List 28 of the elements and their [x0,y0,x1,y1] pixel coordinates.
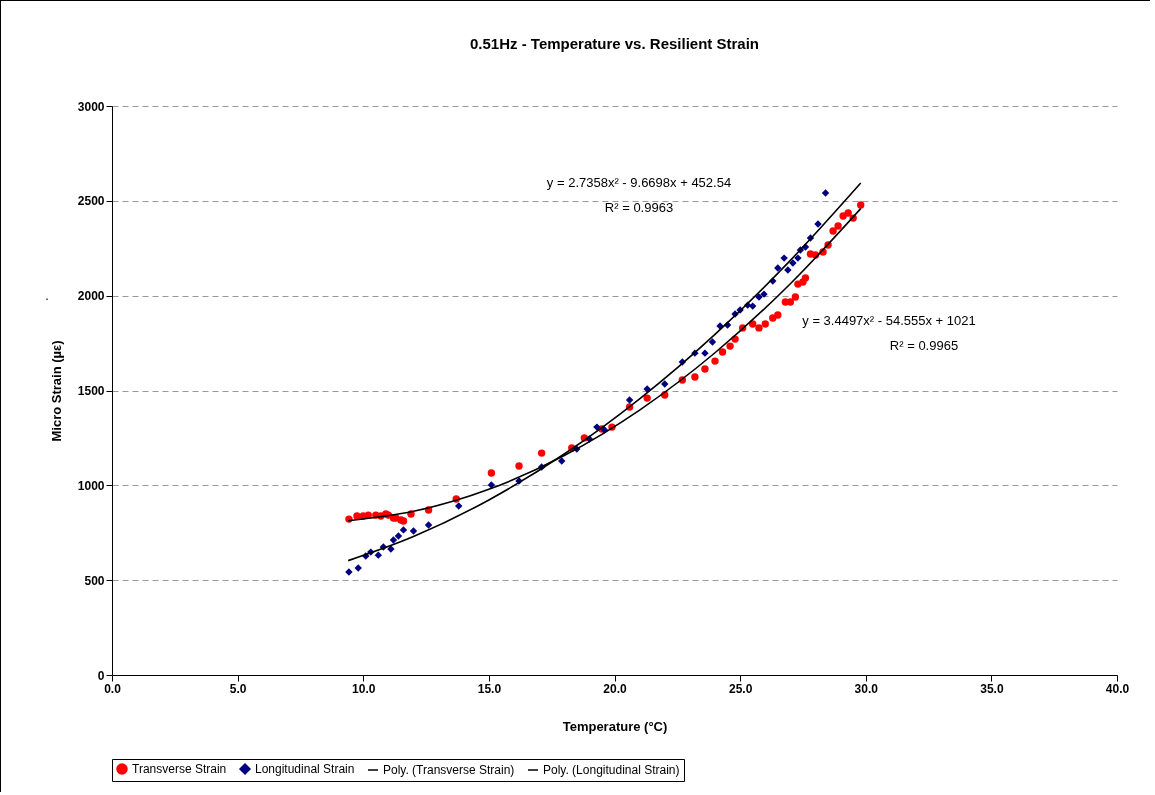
annotation: y = 3.4497x² - 54.555x + 1021 [802,313,976,328]
x-tick-label: 40.0 [1105,681,1130,696]
x-tick-label: 25.0 [728,681,753,696]
y-tick-label: 500 [84,573,105,588]
legend-label: Poly. (Transverse Strain) [383,763,515,777]
x-tick-label: 20.0 [603,681,627,696]
y-axis-title: Micro Strain (µε) [48,340,64,442]
annotation: R² = 0.9963 [604,200,674,215]
x-axis-title: Temperature (°C) [562,718,668,734]
y-tick-label: 1500 [77,384,105,398]
legend-label: Transverse Strain [132,762,227,776]
legend-label: Longitudinal Strain [255,762,355,776]
chart-title: 0.51Hz - Temperature vs. Resilient Strain [470,35,759,52]
x-tick-label: 35.0 [980,681,1004,696]
y-tick-label: 3000 [77,99,105,114]
text: . [45,288,49,303]
annotation: R² = 0.9965 [889,338,959,353]
x-tick-label: 0.0 [104,681,122,696]
x-tick-label: 10.0 [352,681,376,696]
x-tick-label: 30.0 [854,681,879,696]
annotation: y = 2.7358x² - 9.6698x + 452.54 [546,175,732,190]
y-tick-label: 2500 [77,194,105,209]
legend-label: Poly. (Longitudinal Strain) [543,763,680,777]
y-tick-label: 2000 [77,289,105,304]
x-tick-label: 15.0 [477,681,502,696]
y-tick-label: 1000 [77,478,105,493]
x-tick-label: 5.0 [229,681,247,696]
y-tick-label: 0 [97,668,105,683]
